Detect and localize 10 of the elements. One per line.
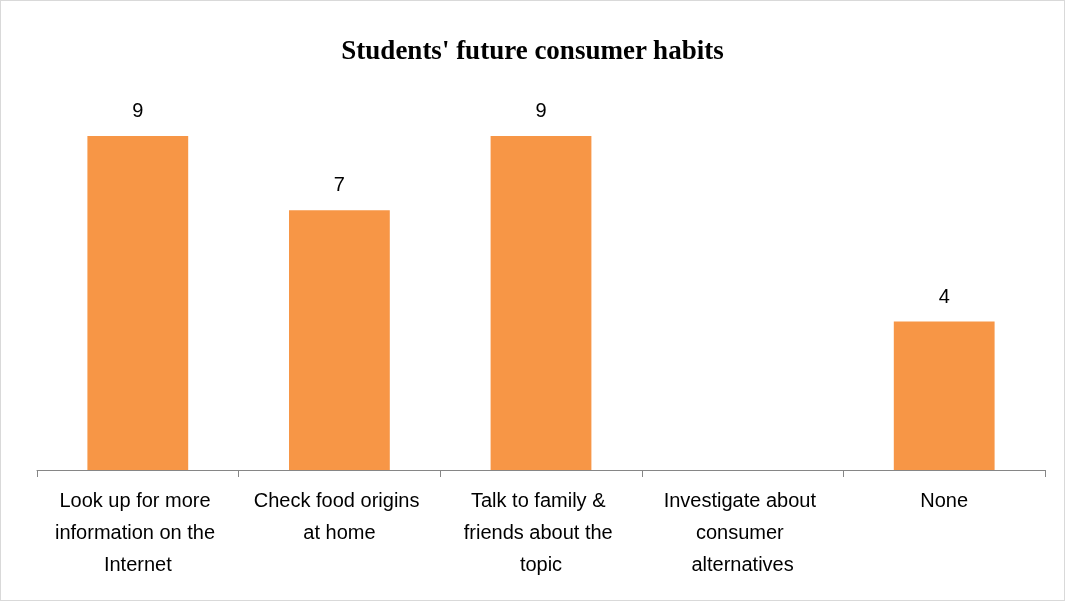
x-tick-label: None — [920, 489, 969, 511]
data-label: 7 — [333, 173, 345, 196]
chart-title: Students' future consumer habits — [341, 34, 724, 65]
x-tick-label: Investigate about consumer alternatives — [663, 489, 822, 575]
data-label: 9 — [535, 99, 547, 121]
data-label: 4 — [938, 284, 950, 307]
x-tick-label: Look up for more information on the Internet — [54, 489, 221, 575]
x-tick-label: Talk to family & friends about the topic — [463, 489, 619, 575]
x-tick-label: Check food origins at home — [253, 489, 425, 543]
data-label: 9 — [132, 99, 144, 121]
